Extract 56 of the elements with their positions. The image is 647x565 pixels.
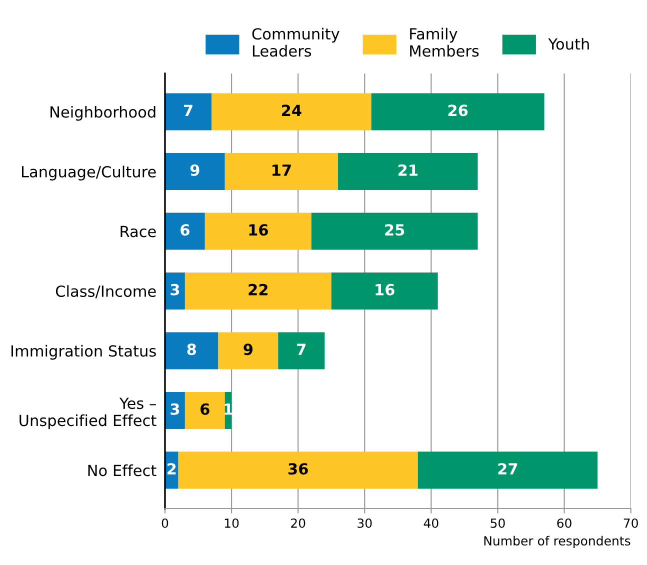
x-tick-label: 70 — [624, 518, 638, 528]
data-label: 7 — [184, 104, 192, 116]
bar — [218, 332, 278, 370]
y-tick-label: Immigration Status — [11, 344, 156, 360]
x-tick-label: 40 — [424, 518, 438, 528]
bar — [164, 93, 212, 130]
bar — [212, 93, 372, 130]
bar — [331, 272, 438, 310]
data-label: 16 — [249, 224, 268, 236]
y-tick-label: Race — [120, 226, 156, 238]
x-tick-label: 10 — [224, 518, 239, 528]
bar — [371, 93, 544, 130]
bar — [204, 212, 312, 250]
data-label: 17 — [272, 164, 291, 176]
legend-label: Community Leaders — [252, 28, 340, 57]
x-tick-label: 30 — [358, 518, 372, 528]
bar — [338, 152, 478, 190]
data-label: 22 — [248, 284, 268, 296]
bar — [278, 332, 325, 370]
data-label: 3 — [170, 284, 180, 296]
data-label: 16 — [376, 284, 394, 296]
y-tick-label: Language/Culture — [22, 166, 156, 180]
bar — [178, 452, 418, 489]
data-label: 9 — [190, 164, 200, 176]
data-label: 2 — [168, 463, 176, 474]
data-label: 7 — [297, 344, 306, 355]
bar — [418, 452, 598, 489]
data-label: 21 — [398, 164, 418, 176]
bar — [164, 152, 225, 190]
bar — [164, 212, 205, 250]
x-tick-label: 0 — [162, 518, 168, 528]
data-label: 8 — [187, 344, 196, 356]
data-label: 6 — [180, 224, 190, 236]
bar — [184, 272, 332, 310]
y-tick-label: Yes – Unspecified Effect — [20, 398, 156, 430]
data-label: 36 — [288, 463, 308, 475]
data-label: 24 — [282, 104, 302, 116]
x-tick-label: 20 — [291, 518, 306, 528]
legend-label: Family Members — [410, 28, 479, 57]
bar — [164, 332, 218, 370]
y-tick-label: Neighborhood — [50, 106, 156, 121]
data-label: 25 — [385, 224, 404, 236]
data-label: 3 — [170, 403, 180, 415]
x-tick-label: 50 — [490, 518, 505, 528]
x-tick-label: 60 — [557, 518, 572, 528]
data-label: 6 — [200, 403, 210, 415]
bar — [224, 152, 338, 190]
data-label: 26 — [448, 104, 468, 116]
bar — [184, 392, 225, 429]
bar — [311, 212, 478, 250]
y-tick-label: No Effect — [88, 464, 156, 476]
y-tick-label: Class/Income — [56, 285, 156, 298]
data-label: 9 — [244, 344, 253, 356]
data-label: 27 — [498, 463, 518, 474]
legend-label: Youth — [548, 38, 589, 50]
x-axis-title: Number of respondents — [484, 536, 630, 548]
